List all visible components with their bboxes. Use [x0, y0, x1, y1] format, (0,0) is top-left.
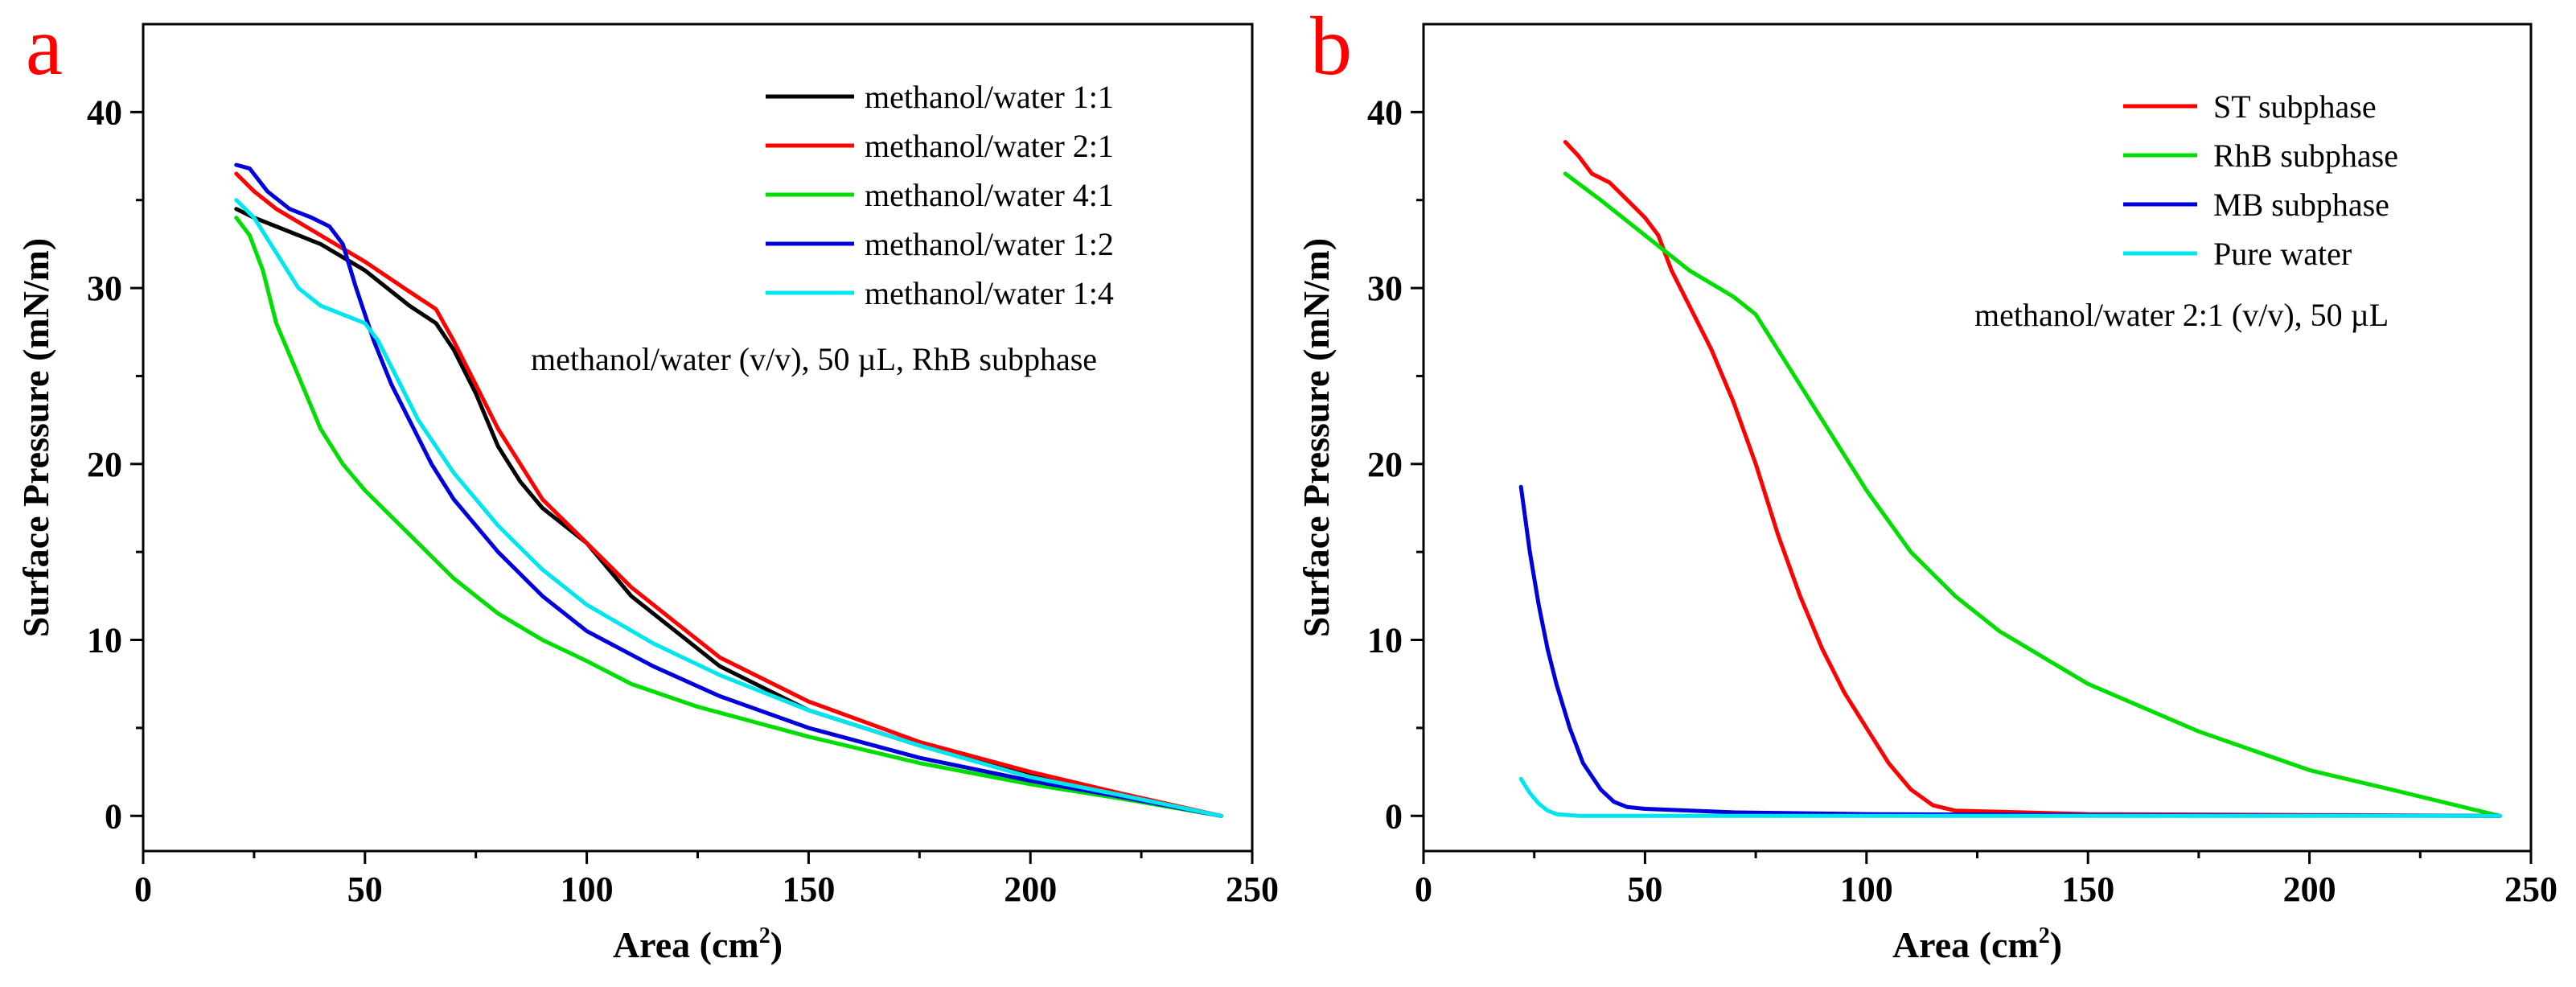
x-tick-label: 250 — [1226, 870, 1279, 909]
y-tick-label: 40 — [87, 93, 122, 132]
series-line-pure-water — [1518, 776, 2502, 818]
x-tick-label: 100 — [1840, 870, 1893, 909]
legend-label: MB subphase — [2213, 187, 2389, 223]
y-tick-label: 20 — [1367, 445, 1403, 484]
series-line-rhb-subphase — [1563, 171, 2502, 818]
x-axis-title: Area (cm2) — [1892, 923, 2062, 965]
x-tick-label: 250 — [2504, 870, 2558, 909]
y-tick-label: 10 — [1367, 621, 1403, 660]
panel-letter: a — [26, 0, 63, 93]
chart-panel-a: a 0 50 100 150 200 250 0 10 20 30 40 Area (cm2) Surfa… — [15, 0, 1279, 965]
y-axis-title: Surface Pressure (mN/m) — [15, 238, 56, 638]
x-axis-title: Area (cm2) — [613, 923, 783, 965]
y-tick-label: 30 — [87, 269, 122, 308]
x-tick-label: 0 — [134, 870, 152, 909]
y-tick-label: 10 — [87, 621, 122, 660]
legend-label: ST subphase — [2213, 88, 2377, 125]
series-line-methanol-water-2-1 — [234, 171, 1223, 818]
annotation-text: methanol/water (v/v), 50 µL, RhB subphas… — [531, 341, 1097, 377]
y-tick-label: 40 — [1367, 93, 1403, 132]
series-line-methanol-water-1-2 — [234, 162, 1223, 818]
x-tick-label: 50 — [347, 870, 383, 909]
legend-label: Pure water — [2213, 236, 2352, 272]
series-line-mb-subphase — [1518, 484, 2502, 818]
legend-label: methanol/water 4:1 — [865, 177, 1114, 213]
x-tick-label: 50 — [1627, 870, 1662, 909]
x-tick-label: 200 — [1004, 870, 1057, 909]
legend-label: methanol/water 1:1 — [865, 79, 1114, 115]
x-tick-label: 100 — [561, 870, 614, 909]
legend-label: methanol/water 1:2 — [865, 226, 1114, 262]
series-line-st-subphase — [1563, 140, 2502, 818]
y-tick-label: 0 — [105, 796, 122, 836]
y-tick-label: 20 — [87, 445, 122, 484]
chart-panel-b: b 0 50 100 150 200 250 0 10 20 30 40 Area (cm2) Surfa… — [1296, 0, 2558, 965]
legend-label: RhB subphase — [2213, 138, 2398, 174]
series-line-methanol-water-4-1 — [234, 216, 1223, 818]
x-tick-label: 0 — [1415, 870, 1432, 909]
legend-label: methanol/water 2:1 — [865, 128, 1114, 164]
y-axis-title: Surface Pressure (mN/m) — [1296, 238, 1337, 638]
y-tick-label: 0 — [1385, 796, 1403, 836]
legend-label: methanol/water 1:4 — [865, 275, 1114, 311]
series-line-methanol-water-1-4 — [234, 198, 1223, 818]
x-tick-label: 200 — [2283, 870, 2336, 909]
annotation-text: methanol/water 2:1 (v/v), 50 µL — [1974, 297, 2389, 333]
x-tick-label: 150 — [782, 870, 835, 909]
y-tick-label: 30 — [1367, 269, 1403, 308]
panel-letter: b — [1310, 0, 1352, 93]
x-tick-label: 150 — [2061, 870, 2114, 909]
